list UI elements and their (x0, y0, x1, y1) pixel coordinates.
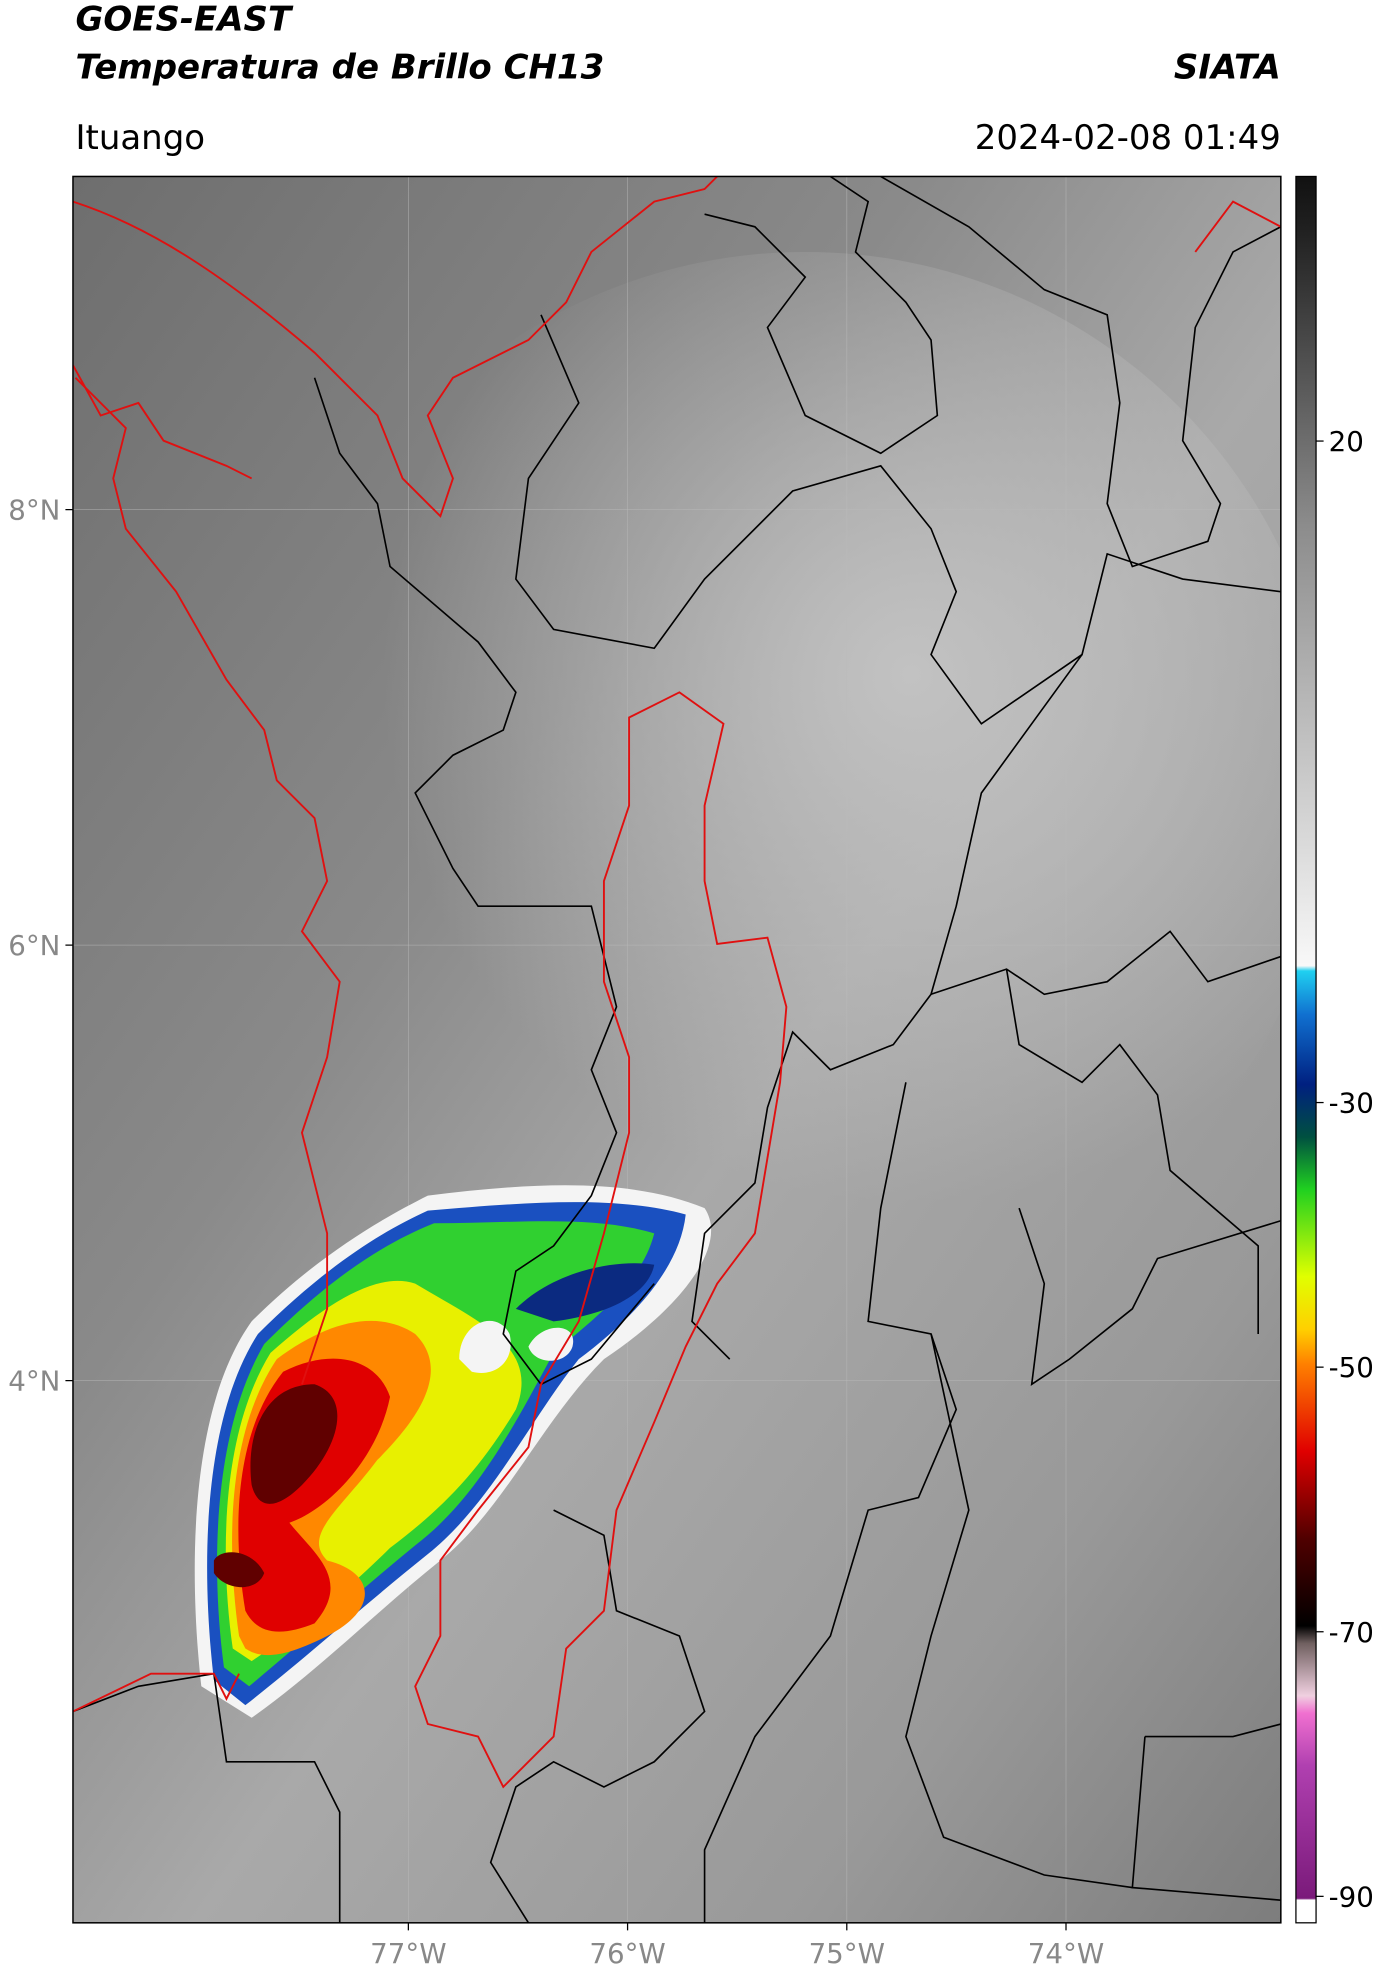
y-tick-label: 8°N (8, 494, 60, 527)
x-tick-label: 76°W (589, 1937, 665, 1970)
product-title: Temperatura de Brillo CH13 (75, 47, 604, 87)
map-frame (72, 175, 1282, 1924)
colorbar-tick-label: 20 (1329, 425, 1364, 458)
y-tick-label: 4°N (8, 1365, 60, 1398)
x-tick-label: 77°W (370, 1937, 446, 1970)
colorbar-tick-label: -90 (1329, 1880, 1374, 1913)
colorbar-tick-label: -50 (1329, 1351, 1374, 1384)
satellite-title: GOES-EAST (75, 0, 293, 40)
axes: 77°W 76°W 75°W 74°W 8°N 6°N 4°N 20 -30 -50 -70 -90 (8, 425, 1374, 1970)
location: Ituango (75, 118, 205, 158)
highland-brightness (276, 252, 1281, 1309)
grid (72, 176, 1281, 1923)
map-area (72, 176, 1281, 1923)
x-tick-label: 74°W (1028, 1937, 1104, 1970)
colorbar (1295, 175, 1317, 1924)
timestamp: 2024-02-08 01:49 (975, 118, 1281, 158)
borders (72, 176, 1281, 1923)
colorbar-tick-label: -70 (1329, 1616, 1374, 1649)
red-borders (72, 176, 1281, 1789)
colorbar-tick-label: -30 (1329, 1087, 1374, 1120)
x-tick-label: 75°W (809, 1937, 885, 1970)
storm (194, 1185, 712, 1718)
agency: SIATA (1174, 47, 1281, 87)
y-tick-label: 6°N (8, 929, 60, 962)
